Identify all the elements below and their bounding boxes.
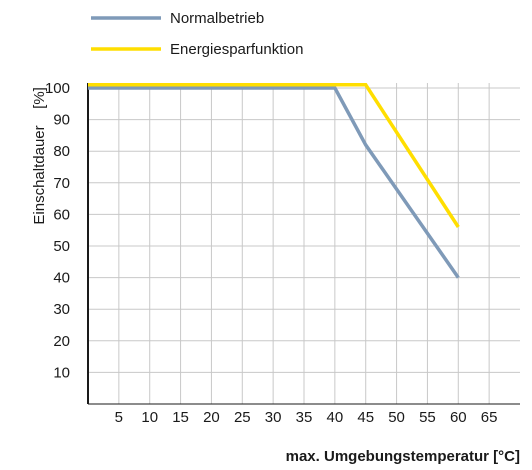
y-tick-label: 30: [53, 301, 70, 318]
axes: [87, 83, 520, 405]
y-tick-label: 80: [53, 143, 70, 160]
legend-label: Normalbetrieb: [170, 10, 264, 27]
x-tick-label: 35: [296, 409, 313, 426]
grid: [88, 83, 520, 404]
y-tick-label: 70: [53, 175, 70, 192]
x-axis-title: max. Umgebungstemperatur [°C]: [286, 448, 520, 465]
y-axis-title: Einschaltdauer: [31, 125, 48, 224]
x-tick-label: 65: [481, 409, 498, 426]
x-tick-label: 45: [357, 409, 374, 426]
y-axis-unit: [%]: [31, 87, 48, 109]
y-tick-label: 60: [53, 206, 70, 223]
y-tick-label: 100: [45, 80, 70, 97]
x-tick-label: 50: [388, 409, 405, 426]
x-tick-label: 30: [265, 409, 282, 426]
legend: Normalbetrieb Energiesparfunktion: [91, 10, 303, 58]
y-tick-label: 40: [53, 270, 70, 287]
x-tick-label: 40: [327, 409, 344, 426]
y-tick-label: 10: [53, 364, 70, 381]
x-tick-label: 5: [115, 409, 123, 426]
series-line-energiesparfunktion: [88, 83, 460, 228]
y-tick-label: 90: [53, 112, 70, 129]
x-tick-label: 60: [450, 409, 467, 426]
x-tick-label: 55: [419, 409, 436, 426]
y-tick-label: 20: [53, 333, 70, 350]
series-line-normalbetrieb: [88, 86, 460, 279]
x-tick-label: 15: [172, 409, 189, 426]
x-tick-label: 20: [203, 409, 220, 426]
series-lines: [88, 83, 460, 279]
legend-label: Energiesparfunktion: [170, 41, 303, 58]
x-tick-label: 10: [141, 409, 158, 426]
tick-labels: 10 20 30 40 50 60 70 80 90 100 5 10 15 20 25 30 35 40 45 50…: [45, 80, 498, 426]
y-tick-label: 50: [53, 238, 70, 255]
x-tick-label: 25: [234, 409, 251, 426]
